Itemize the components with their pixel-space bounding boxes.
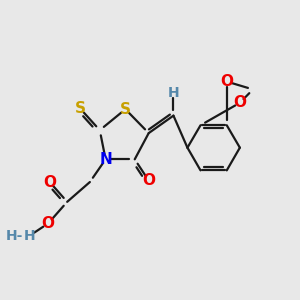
Text: S: S [75, 101, 86, 116]
Text: O: O [42, 216, 55, 231]
Text: O: O [220, 74, 233, 89]
Text: H-: H- [5, 229, 23, 243]
Text: H: H [168, 86, 179, 100]
Text: O: O [142, 173, 155, 188]
Text: O: O [43, 175, 56, 190]
Text: H: H [23, 229, 35, 243]
Text: S: S [120, 102, 131, 117]
Text: O: O [233, 95, 246, 110]
Text: N: N [99, 152, 112, 167]
